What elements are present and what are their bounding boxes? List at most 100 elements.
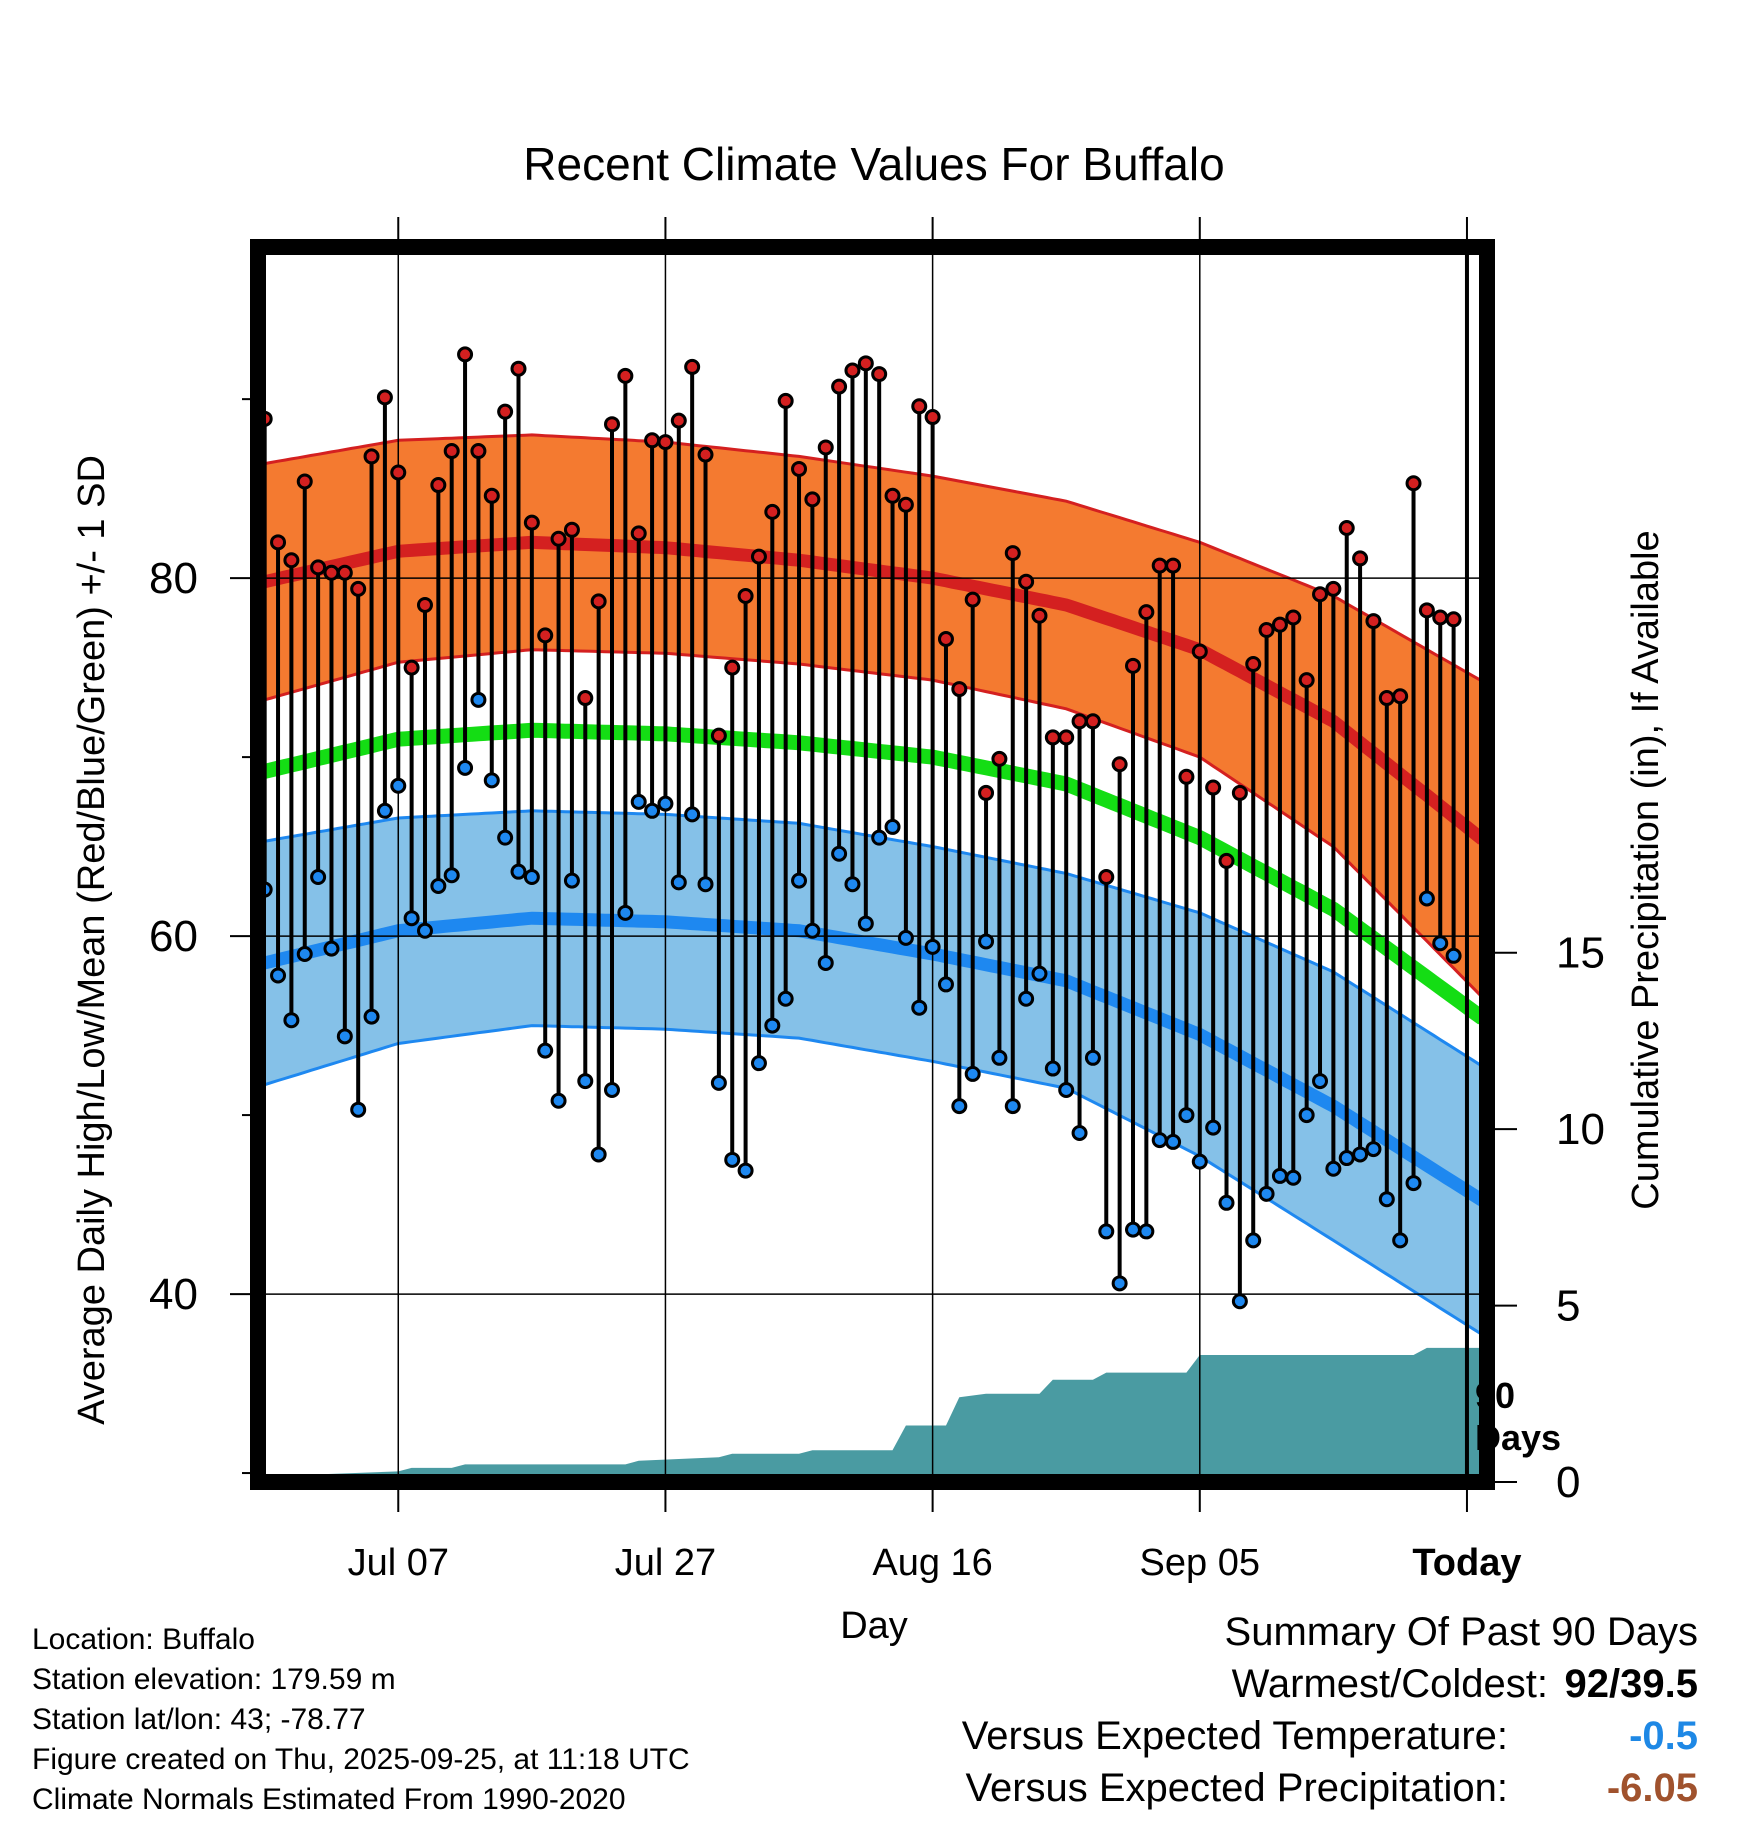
daily-high-point (750, 548, 767, 565)
daily-low-point (657, 795, 674, 812)
daily-high-point (1111, 756, 1128, 773)
daily-high-point (443, 443, 460, 460)
daily-low-point (1405, 1175, 1422, 1192)
daily-low-point (644, 802, 661, 819)
daily-low-point (871, 829, 888, 846)
y-axis-label: Average Daily High/Low/Mean (Red/Blue/Gr… (71, 455, 113, 1425)
daily-high-point (964, 591, 981, 608)
daily-low-point (1445, 947, 1462, 964)
daily-high-point (363, 448, 380, 465)
temp-anomaly-value: -0.5 (1629, 1714, 1698, 1758)
daily-high-point (897, 496, 914, 513)
x-tick-label: Today (1412, 1542, 1521, 1584)
daily-high-point (1031, 607, 1048, 624)
daily-high-point (1245, 656, 1262, 673)
daily-high-point (350, 580, 367, 597)
daily-low-point (336, 1028, 353, 1045)
daily-bars (256, 346, 1462, 1310)
daily-low-point (991, 1049, 1008, 1066)
daily-low-point (1004, 1098, 1021, 1115)
daily-low-point (1312, 1073, 1329, 1090)
daily-high-point (1231, 784, 1248, 801)
daily-high-point (510, 360, 527, 377)
daily-high-point (670, 412, 687, 429)
daily-high-point (590, 593, 607, 610)
daily-low-point (497, 829, 514, 846)
daily-high-point (817, 439, 834, 456)
daily-high-point (1191, 643, 1208, 660)
daily-low-point (403, 910, 420, 927)
daily-low-point (457, 759, 474, 776)
daily-high-point (1298, 672, 1315, 689)
mean-normal-line (258, 722, 1487, 1025)
daily-high-point (403, 659, 420, 676)
daily-high-point (1418, 602, 1435, 619)
daily-low-point (1205, 1119, 1222, 1136)
high-band (258, 434, 1487, 996)
daily-low-point (350, 1101, 367, 1118)
daily-low-point (604, 1082, 621, 1099)
daily-high-point (924, 409, 941, 426)
daily-high-point (430, 477, 447, 494)
daily-high-point (523, 514, 540, 531)
daily-high-point (416, 596, 433, 613)
warm-cold-label: Warmest/Coldest: (1231, 1662, 1548, 1706)
daily-high-point (1445, 611, 1462, 628)
daily-low-point (1058, 1082, 1075, 1099)
daily-low-point (283, 1012, 300, 1029)
daily-high-point (951, 681, 968, 698)
daily-high-point (1258, 622, 1275, 639)
daily-low-point (1378, 1191, 1395, 1208)
temp-anomaly-label: Versus Expected Temperature: (961, 1714, 1508, 1758)
daily-low-point (270, 967, 287, 984)
daily-low-point (430, 877, 447, 894)
daily-high-point (1165, 557, 1182, 574)
y-tick-label: 80 (149, 554, 198, 603)
daily-high-point (1378, 690, 1395, 707)
y-tick-label: 40 (149, 1270, 198, 1319)
daily-high-point (710, 727, 727, 744)
daily-high-point (1432, 609, 1449, 626)
daily-high-point (764, 503, 781, 520)
daily-high-point (336, 564, 353, 581)
daily-low-point (911, 999, 928, 1016)
daily-low-point (897, 929, 914, 946)
latlon-text: Station lat/lon: 43; -78.77 (32, 1703, 366, 1736)
daily-low-point (1178, 1107, 1195, 1124)
daily-low-point (1392, 1232, 1409, 1249)
daily-low-point (1245, 1232, 1262, 1249)
daily-low-point (590, 1146, 607, 1163)
summary-title: Summary Of Past 90 Days (1224, 1610, 1698, 1654)
daily-low-point (724, 1151, 741, 1168)
daily-low-point (1071, 1124, 1088, 1141)
daily-high-point (911, 398, 928, 415)
daily-high-point (537, 627, 554, 644)
daily-high-point (1044, 729, 1061, 746)
daily-low-point (817, 954, 834, 971)
daily-high-point (1178, 768, 1195, 785)
daily-high-point (777, 392, 794, 409)
daily-high-point (791, 460, 808, 477)
daily-low-point (523, 869, 540, 886)
daily-high-point (1325, 580, 1342, 597)
daily-high-point (737, 588, 754, 605)
daily-high-point (844, 362, 861, 379)
daily-high-point (1124, 657, 1141, 674)
plot-frame (250, 239, 1495, 1490)
x-tick-label: Jul 07 (348, 1542, 449, 1584)
daily-low-point (470, 691, 487, 708)
x-axis-label: Day (840, 1605, 908, 1647)
daily-high-point (1058, 729, 1075, 746)
created-text: Figure created on Thu, 2025-09-25, at 11… (32, 1743, 690, 1776)
summary-panel: Summary Of Past 90 Days Warmest/Coldest:… (962, 1610, 1698, 1818)
daily-high-point (857, 355, 874, 372)
daily-high-point (310, 559, 327, 576)
daily-low-point (791, 872, 808, 889)
daily-high-point (323, 564, 340, 581)
daily-low-point (1418, 890, 1435, 907)
daily-high-point (563, 521, 580, 538)
daily-high-point (1004, 545, 1021, 562)
daily-high-point (1218, 852, 1235, 869)
